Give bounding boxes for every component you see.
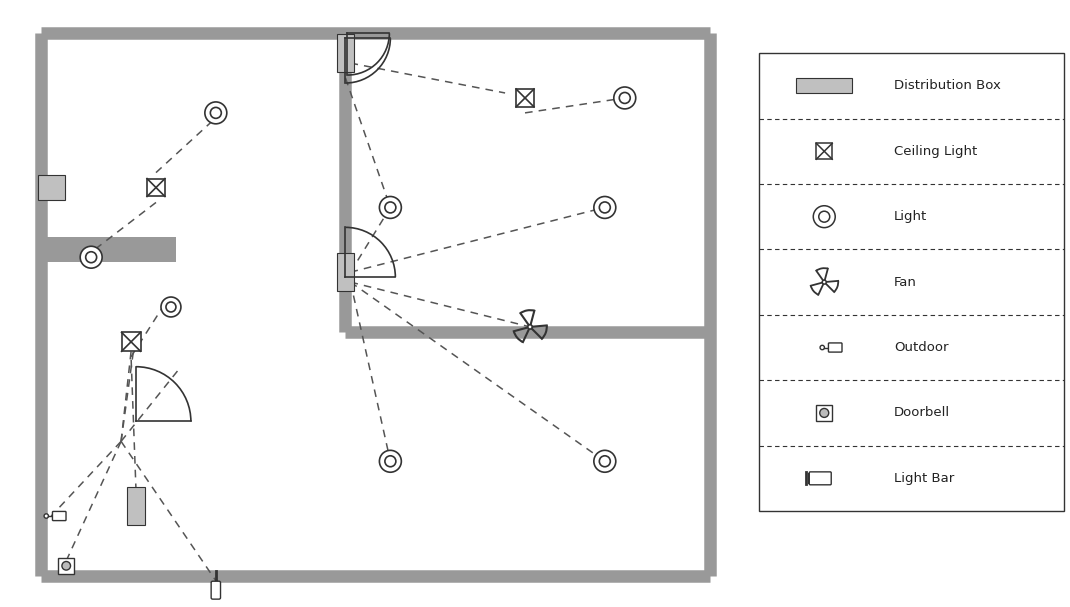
Circle shape xyxy=(86,252,96,263)
Text: Doorbell: Doorbell xyxy=(895,407,950,419)
Text: Light: Light xyxy=(895,210,928,223)
Circle shape xyxy=(819,211,829,222)
Circle shape xyxy=(599,202,610,213)
Circle shape xyxy=(44,514,48,518)
Bar xyxy=(215,580,216,592)
Circle shape xyxy=(528,325,532,329)
Bar xyxy=(760,53,1064,511)
Circle shape xyxy=(813,206,836,228)
FancyBboxPatch shape xyxy=(828,343,842,352)
Text: Light Bar: Light Bar xyxy=(895,472,954,485)
Bar xyxy=(127,487,146,524)
Circle shape xyxy=(385,202,396,213)
Text: Fan: Fan xyxy=(895,276,917,288)
Bar xyxy=(46,237,175,262)
Bar xyxy=(796,78,852,93)
FancyBboxPatch shape xyxy=(211,582,220,599)
Circle shape xyxy=(380,450,401,472)
Bar xyxy=(122,333,140,351)
Circle shape xyxy=(204,102,227,124)
Bar xyxy=(816,405,832,421)
Circle shape xyxy=(620,92,630,103)
Circle shape xyxy=(820,345,825,350)
Circle shape xyxy=(594,197,616,219)
Circle shape xyxy=(822,280,826,284)
Circle shape xyxy=(380,197,401,219)
Text: Distribution Box: Distribution Box xyxy=(895,80,1000,92)
Bar xyxy=(516,89,534,107)
Bar xyxy=(337,254,354,291)
Circle shape xyxy=(62,561,71,570)
Circle shape xyxy=(599,456,610,467)
Bar xyxy=(58,558,74,574)
Circle shape xyxy=(820,409,829,418)
Circle shape xyxy=(614,87,636,109)
Circle shape xyxy=(594,450,616,472)
Text: Ceiling Light: Ceiling Light xyxy=(895,145,977,158)
Text: Outdoor: Outdoor xyxy=(895,341,949,354)
Circle shape xyxy=(160,297,181,317)
Circle shape xyxy=(385,456,396,467)
FancyBboxPatch shape xyxy=(809,472,831,485)
Circle shape xyxy=(166,302,175,312)
Bar xyxy=(816,143,832,159)
Circle shape xyxy=(211,107,221,118)
Bar xyxy=(147,178,165,197)
FancyBboxPatch shape xyxy=(52,512,66,521)
Circle shape xyxy=(80,246,102,268)
Bar xyxy=(37,175,64,200)
Bar xyxy=(337,35,354,72)
